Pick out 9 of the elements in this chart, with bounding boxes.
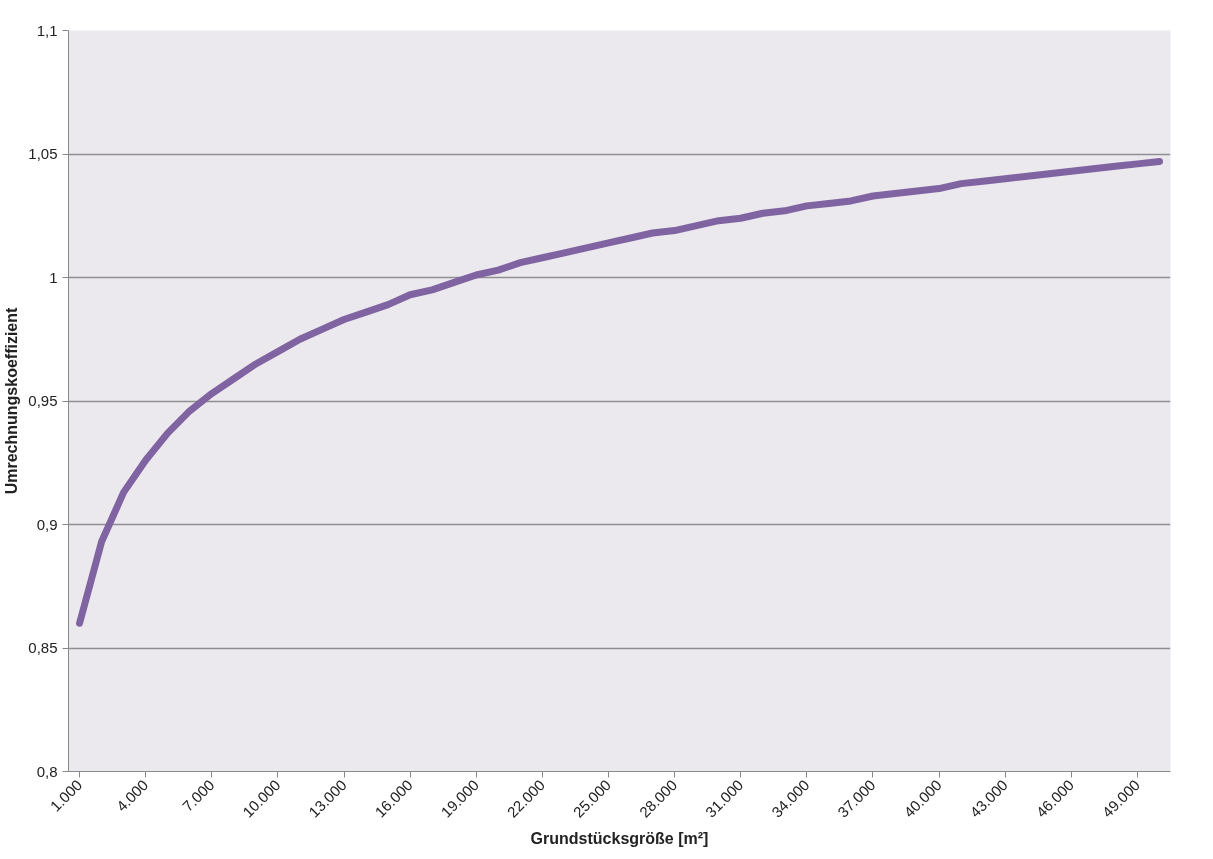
y-tick-label: 1,1	[36, 21, 58, 39]
y-tick-label: 1	[49, 268, 58, 286]
y-tick-label: 0,9	[36, 515, 58, 533]
y-tick-label: 1,05	[28, 145, 58, 162]
y-tick-label: 0,85	[28, 639, 58, 656]
y-tick-label: 0,95	[28, 392, 58, 409]
y-axis-title: Umrechnungskoeffizient	[3, 306, 21, 495]
y-tick-label: 0,8	[36, 762, 58, 780]
x-axis-title: Grundstücksgröße [m²]	[530, 830, 709, 848]
